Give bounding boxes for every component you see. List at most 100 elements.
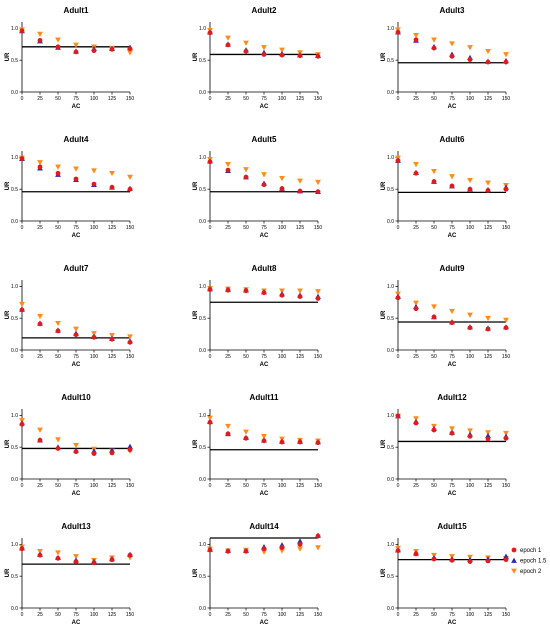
x-tick-label: 75 [449, 225, 455, 231]
panel-title: Adult3 [440, 6, 465, 15]
data-point-epoch-1 [297, 294, 303, 299]
data-point-epoch-1 [207, 30, 213, 36]
data-point-epoch-1 [261, 52, 267, 57]
data-point-epoch-1 [91, 334, 97, 340]
x-axis-label: AC [260, 362, 269, 368]
y-tick-label: 0.5 [11, 187, 18, 193]
data-point-epoch-1 [261, 182, 267, 188]
x-tick-label: 150 [502, 225, 511, 231]
x-tick-label: 0 [397, 96, 400, 102]
y-axis-label: UR [5, 181, 11, 190]
y-tick-label: 0.0 [199, 606, 206, 612]
x-tick-label: 25 [225, 612, 231, 618]
x-tick-label: 125 [484, 96, 493, 102]
data-point-epoch-1 [37, 38, 43, 43]
x-tick-label: 100 [278, 96, 287, 102]
x-tick-label: 0 [209, 612, 212, 618]
data-point-epoch-1-5 [485, 432, 491, 439]
panel-title: Adult5 [252, 135, 277, 144]
data-point-epoch-1 [127, 46, 133, 52]
panel-title: Adult9 [440, 264, 465, 273]
y-axis-label: UR [193, 310, 199, 319]
data-point-epoch-1 [449, 430, 455, 436]
data-point-epoch-2 [261, 549, 267, 555]
data-point-epoch-1 [449, 320, 455, 326]
data-point-epoch-1 [55, 446, 61, 451]
data-point-epoch-1 [37, 321, 43, 327]
data-point-epoch-1 [19, 421, 25, 427]
data-point-epoch-1 [431, 427, 437, 433]
data-point-epoch-2 [485, 48, 491, 55]
data-point-epoch-1 [225, 167, 231, 173]
x-axis-label: AC [260, 104, 269, 110]
panel-adult10: Adult10 0.0 0.5 1.0 0 25 50 75 100 125 150 AC UR [5, 393, 134, 497]
legend-marker [511, 557, 517, 563]
x-tick-label: 150 [126, 225, 135, 231]
x-tick-label: 125 [484, 354, 493, 360]
panel-adult5: Adult5 0.0 0.5 1.0 0 25 50 75 100 125 150 AC UR [193, 135, 322, 239]
data-point-epoch-2 [413, 33, 419, 39]
x-axis-label: AC [72, 233, 81, 239]
panel-title: Adult4 [64, 135, 89, 144]
data-point-epoch-1 [467, 559, 473, 564]
data-point-epoch-1 [55, 328, 61, 334]
data-point-epoch-2 [225, 423, 231, 430]
x-axis-label: AC [260, 620, 269, 626]
data-point-epoch-1 [207, 159, 213, 165]
x-tick-label: 100 [278, 354, 287, 360]
data-point-epoch-1 [279, 292, 285, 298]
x-tick-label: 150 [126, 354, 135, 360]
y-tick-label: 0.5 [387, 574, 394, 580]
data-point-epoch-1 [503, 186, 509, 192]
data-point-epoch-2 [225, 162, 231, 168]
y-tick-label: 0.5 [387, 187, 394, 193]
panel-title: Adult11 [250, 393, 279, 402]
x-axis-label: AC [448, 620, 457, 626]
y-tick-label: 1.0 [387, 155, 394, 161]
x-tick-label: 50 [431, 96, 437, 102]
x-tick-label: 0 [397, 225, 400, 231]
y-tick-label: 1.0 [387, 413, 394, 419]
x-tick-label: 25 [413, 354, 419, 360]
x-axis-label: AC [72, 104, 81, 110]
x-tick-label: 100 [278, 612, 287, 618]
x-tick-label: 75 [261, 225, 267, 231]
y-tick-label: 0.5 [11, 574, 18, 580]
x-tick-label: 100 [466, 612, 475, 618]
x-tick-label: 0 [397, 483, 400, 489]
data-point-epoch-2 [243, 167, 249, 173]
x-tick-label: 125 [296, 612, 305, 618]
x-axis-label: AC [448, 362, 457, 368]
data-point-epoch-1 [279, 186, 285, 191]
data-point-epoch-1 [261, 438, 267, 444]
data-point-epoch-2 [127, 50, 133, 56]
data-point-epoch-2 [413, 162, 419, 168]
y-tick-label: 1.0 [199, 413, 206, 419]
x-tick-label: 0 [21, 225, 24, 231]
panel-title: Adult13 [61, 522, 91, 531]
data-point-epoch-2 [225, 35, 231, 41]
data-point-epoch-1 [91, 181, 97, 187]
x-tick-label: 75 [449, 612, 455, 618]
y-tick-label: 0.0 [387, 219, 394, 225]
data-point-epoch-2 [207, 415, 213, 421]
x-tick-label: 50 [431, 612, 437, 618]
data-point-epoch-2 [431, 37, 437, 43]
data-point-epoch-2 [315, 289, 321, 295]
x-tick-label: 75 [449, 483, 455, 489]
y-axis-label: UR [5, 310, 11, 319]
data-point-epoch-2 [73, 442, 79, 449]
data-point-epoch-1 [431, 179, 437, 184]
data-point-epoch-2 [279, 176, 285, 182]
data-point-epoch-1 [127, 186, 133, 192]
data-point-epoch-1 [225, 431, 231, 437]
x-tick-label: 25 [225, 225, 231, 231]
x-tick-label: 100 [278, 483, 287, 489]
data-point-epoch-1 [55, 44, 61, 50]
x-tick-label: 125 [484, 225, 493, 231]
data-point-epoch-1 [431, 314, 437, 320]
data-point-epoch-1 [243, 174, 249, 180]
data-point-epoch-1 [243, 548, 249, 554]
data-point-epoch-2 [297, 288, 303, 294]
y-tick-label: 1.0 [11, 413, 18, 419]
